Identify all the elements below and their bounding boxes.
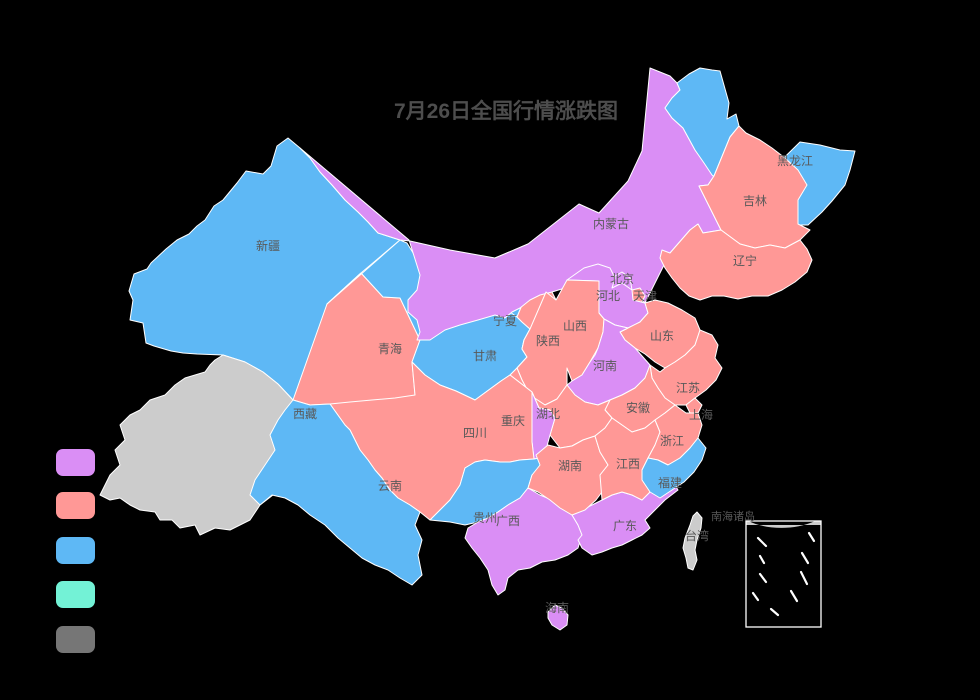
svg-text:海南: 海南 [545,600,569,615]
svg-text:湖南: 湖南 [558,458,582,473]
svg-text:福建: 福建 [658,475,682,490]
svg-text:贵州: 贵州 [473,511,497,525]
svg-text:山东: 山东 [650,329,674,343]
svg-text:云南: 云南 [378,478,402,493]
svg-text:宁夏: 宁夏 [493,313,517,328]
svg-text:安徽: 安徽 [626,400,650,415]
svg-text:青海: 青海 [378,341,402,356]
svg-text:黑龙江: 黑龙江 [777,154,813,168]
svg-text:北京: 北京 [610,272,634,286]
svg-text:天津: 天津 [633,289,657,303]
svg-text:西藏: 西藏 [293,407,317,421]
svg-text:河南: 河南 [593,358,617,373]
svg-text:山西: 山西 [563,319,587,333]
svg-text:7月26日全国行情涨跌图: 7月26日全国行情涨跌图 [394,99,618,123]
svg-text:内蒙古: 内蒙古 [593,216,629,231]
svg-text:河北: 河北 [596,289,620,303]
svg-text:新疆: 新疆 [256,238,280,253]
svg-text:辽宁: 辽宁 [733,253,757,268]
svg-text:四川: 四川 [463,426,487,440]
svg-text:重庆: 重庆 [501,414,525,428]
svg-text:上海: 上海 [689,407,713,422]
svg-text:江西: 江西 [616,457,640,471]
svg-text:甘肃: 甘肃 [473,349,497,363]
svg-text:南海诸岛: 南海诸岛 [711,509,755,523]
svg-text:湖北: 湖北 [536,406,560,421]
svg-text:陕西: 陕西 [536,333,560,348]
svg-text:吉林: 吉林 [743,194,767,208]
svg-text:广东: 广东 [613,519,637,533]
svg-text:广西: 广西 [496,514,520,528]
svg-text:浙江: 浙江 [660,434,684,448]
svg-text:台湾: 台湾 [685,528,709,543]
svg-text:江苏: 江苏 [676,381,700,395]
